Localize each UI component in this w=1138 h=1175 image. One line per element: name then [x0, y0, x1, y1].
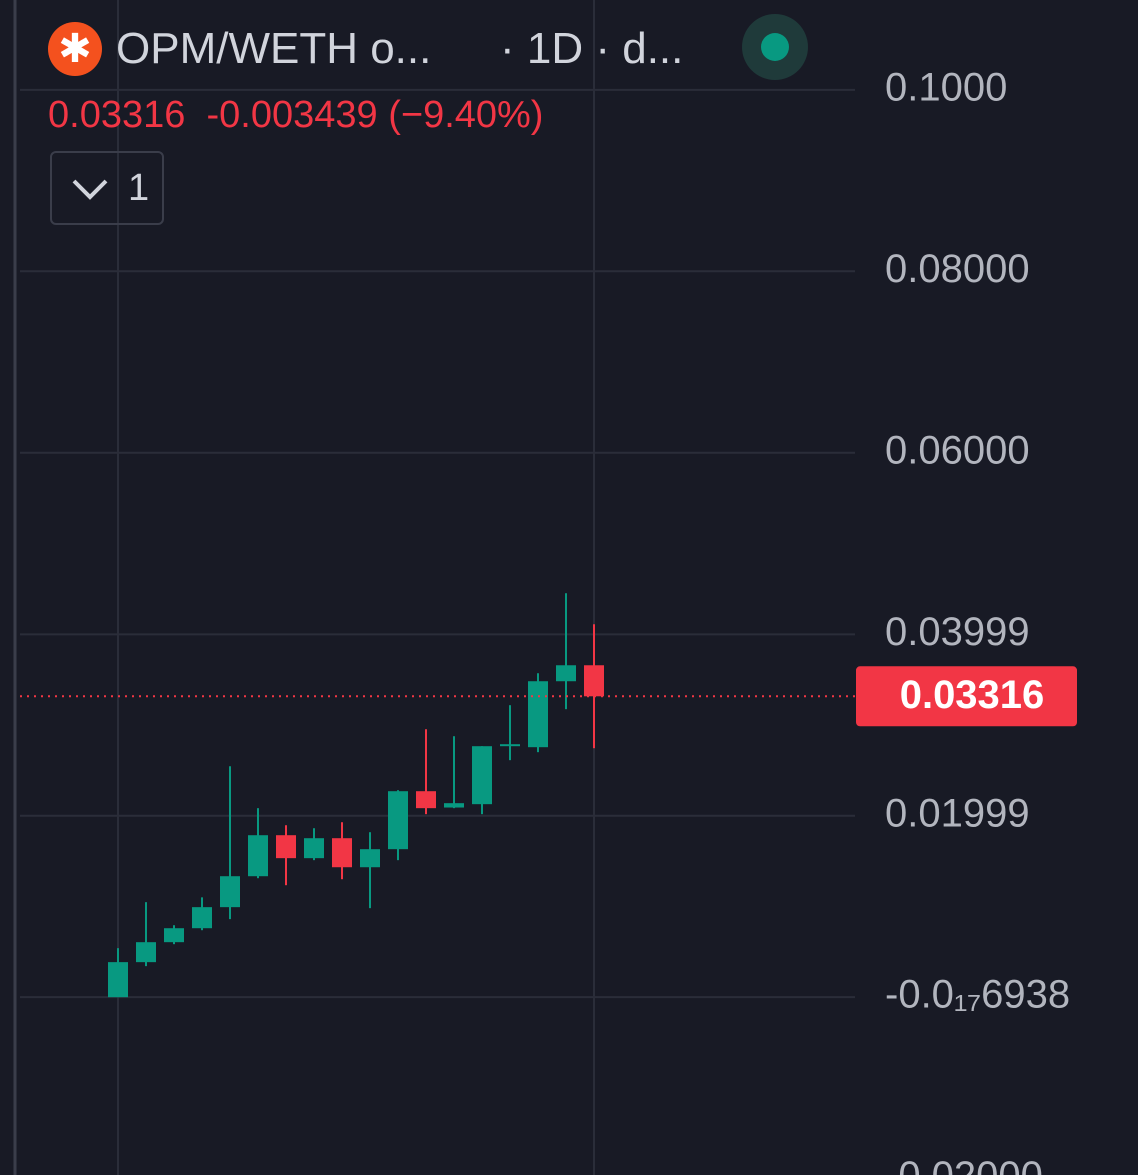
- y-tick-label: 0.06000: [885, 428, 1030, 472]
- candle-body: [192, 907, 212, 929]
- last-price-tag-label: 0.03316: [900, 673, 1045, 717]
- candle-body: [332, 838, 352, 868]
- last-price: 0.03316: [48, 94, 186, 136]
- candle-body: [276, 835, 296, 859]
- token-logo: ✱: [48, 22, 102, 76]
- y-tick-label: 0.1000: [885, 65, 1007, 109]
- candle-body: [164, 928, 184, 943]
- price-change: -0.003439: [206, 94, 378, 136]
- y-tick-label: -0.02000: [885, 1154, 1043, 1175]
- chart-subtitle: · 1D · d...: [500, 24, 684, 73]
- candle-body: [304, 838, 324, 859]
- price-change-percent: (−9.40%): [388, 94, 544, 136]
- candle-body: [220, 876, 240, 908]
- chart-title: OPM/WETH o...: [116, 24, 432, 73]
- candle-body: [388, 791, 408, 850]
- candle-body: [500, 744, 520, 747]
- candle-body: [248, 835, 268, 877]
- candle-body: [360, 849, 380, 868]
- indicator-count: 1: [128, 167, 150, 209]
- candle-body: [108, 962, 128, 998]
- chevron-icon: [72, 179, 108, 200]
- candle-body: [556, 665, 576, 682]
- last-price-tag: [856, 666, 1077, 727]
- y-tick-label: 0.03999: [885, 610, 1030, 654]
- status-indicator: [742, 14, 808, 80]
- y-tick-label: 0.08000: [885, 247, 1030, 291]
- candle-body: [416, 791, 436, 809]
- y-tick-label: 0.01999: [885, 791, 1030, 835]
- y-tick-label: -0.0₁₇6938: [885, 973, 1070, 1017]
- candle-body: [584, 665, 604, 697]
- candle-body: [444, 803, 464, 808]
- indicator-toggle[interactable]: 1: [50, 151, 164, 225]
- candle-body: [472, 746, 492, 805]
- candle-body: [528, 681, 548, 748]
- status-dot: [761, 33, 789, 61]
- price-line: 0.03316 -0.003439 (−9.40%): [48, 92, 543, 138]
- candle-body: [136, 942, 156, 963]
